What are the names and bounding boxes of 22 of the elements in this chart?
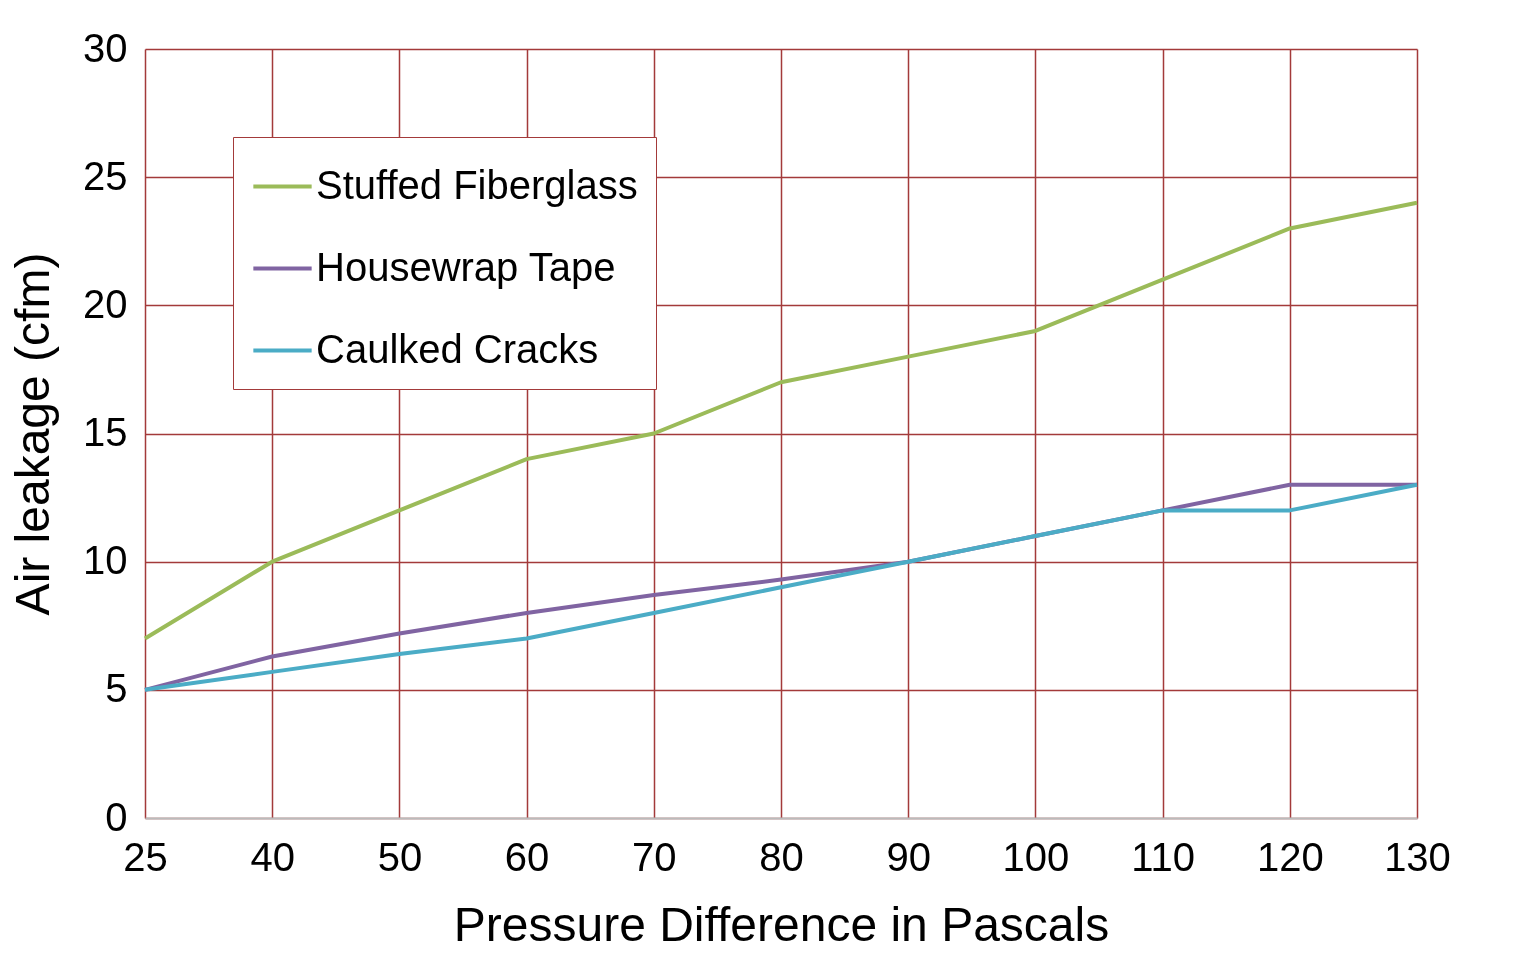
x-axis-title: Pressure Difference in Pascals xyxy=(453,897,1110,951)
x-tick-label: 60 xyxy=(504,834,550,879)
x-tick-label: 100 xyxy=(1002,834,1070,879)
y-tick-label: 30 xyxy=(83,25,128,70)
x-tick-label: 130 xyxy=(1384,834,1451,879)
x-tick-label: 40 xyxy=(250,834,295,879)
x-tick-label: 110 xyxy=(1131,834,1195,879)
legend-label: Stuffed Fiberglass xyxy=(316,162,638,207)
y-tick-label: 25 xyxy=(83,153,128,198)
legend-label: Caulked Cracks xyxy=(316,326,599,371)
y-tick-label: 10 xyxy=(83,538,128,583)
y-tick-label: 0 xyxy=(105,794,128,839)
legend-label: Housewrap Tape xyxy=(316,244,616,289)
x-tick-label: 90 xyxy=(886,834,931,879)
y-axis-title: Air leakage (cfm) xyxy=(6,252,60,616)
x-tick-label: 70 xyxy=(632,834,677,879)
y-tick-label: 20 xyxy=(83,281,128,326)
y-tick-label: 15 xyxy=(83,410,128,454)
x-tick-label: 120 xyxy=(1256,834,1324,879)
x-tick-label: 80 xyxy=(759,834,804,879)
y-tick-label: 5 xyxy=(105,666,128,711)
x-tick-label: 50 xyxy=(377,834,423,879)
